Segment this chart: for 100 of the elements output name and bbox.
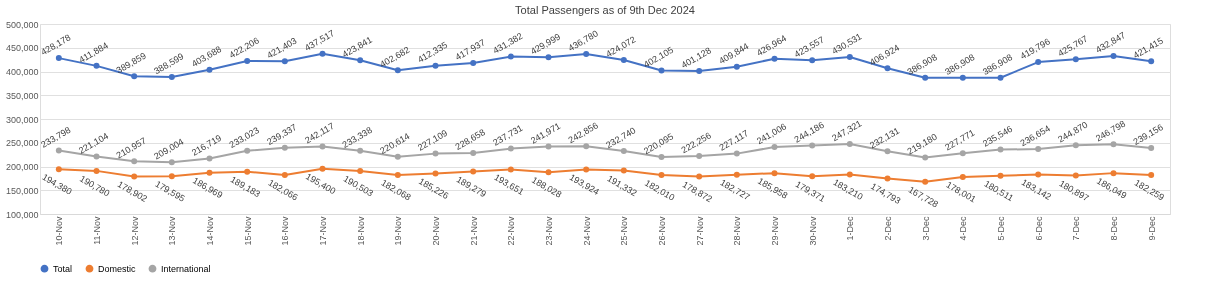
y-tick-label: 150,000 [5, 185, 39, 196]
y-tick-label: 100,000 [5, 209, 39, 220]
point [357, 168, 364, 175]
x-tick-label: 30-Nov [807, 216, 818, 246]
chart-title: Total Passengers as of 9th Dec 2024 [515, 4, 695, 16]
x-tick-label: 29-Nov [770, 216, 780, 246]
x-tick-label: 26-Nov [657, 216, 667, 246]
point [93, 167, 100, 174]
point [394, 172, 401, 179]
legend-label: International [161, 263, 211, 274]
point [545, 54, 552, 61]
point [1035, 59, 1042, 66]
point [206, 66, 213, 73]
point [281, 172, 288, 179]
point [733, 63, 740, 70]
x-tick-label: 15-Nov [242, 216, 253, 246]
point [846, 171, 853, 178]
point [1035, 171, 1042, 178]
point [319, 50, 326, 57]
point [1110, 170, 1117, 177]
point [583, 166, 590, 173]
point [432, 62, 439, 69]
point [507, 53, 514, 60]
x-tick-label: 12-Nov [129, 216, 140, 246]
point [281, 58, 288, 65]
point [620, 57, 627, 64]
y-tick-label: 500,000 [5, 19, 39, 30]
point [1072, 56, 1079, 63]
point [884, 65, 891, 72]
x-tick-label: 22-Nov [506, 216, 517, 246]
point [319, 165, 326, 172]
x-tick-label: 24-Nov [581, 216, 592, 246]
x-tick-label: 5-Dec [996, 216, 1006, 241]
point [131, 73, 138, 80]
point [1148, 58, 1155, 65]
point [583, 143, 590, 150]
point [168, 173, 175, 180]
y-tick-label: 350,000 [5, 90, 39, 101]
point [997, 172, 1004, 179]
x-tick-label: 1-Dec [845, 216, 856, 241]
x-tick-label: 13-Nov [167, 216, 178, 246]
point [959, 173, 966, 180]
x-tick-label: 6-Dec [1033, 216, 1044, 241]
point [432, 170, 439, 177]
point [922, 178, 929, 185]
point [93, 62, 100, 69]
legend-label: Domestic [98, 263, 137, 274]
point [55, 55, 62, 62]
y-tick-label: 450,000 [5, 43, 39, 54]
point [244, 57, 251, 64]
point [206, 169, 213, 176]
x-tick-label: 18-Nov [355, 216, 366, 246]
x-tick-label: 19-Nov [393, 216, 404, 246]
point [1148, 171, 1155, 178]
x-tick-label: 17-Nov [318, 216, 328, 246]
point [809, 173, 816, 180]
legend-label: Total [53, 263, 73, 274]
x-tick-label: 25-Nov [619, 216, 630, 246]
point [658, 67, 665, 74]
point [771, 170, 778, 177]
point [1072, 172, 1079, 179]
point [244, 168, 251, 175]
point [846, 54, 853, 60]
point [507, 166, 514, 173]
y-tick-label: 400,000 [5, 67, 39, 77]
point [884, 175, 891, 182]
point [771, 55, 778, 62]
point [583, 51, 590, 58]
point [1110, 52, 1117, 59]
x-tick-label: 23-Nov [544, 216, 554, 246]
x-tick-label: 7-Dec [1071, 216, 1082, 241]
x-tick-label: 14-Nov [205, 216, 215, 246]
x-tick-label: 21-Nov [468, 216, 479, 246]
point [733, 171, 740, 178]
x-tick-label: 16-Nov [280, 216, 291, 246]
x-tick-label: 10-Nov [54, 216, 65, 246]
point [470, 168, 477, 175]
point [696, 67, 703, 74]
y-tick-label: 250,000 [5, 138, 39, 149]
point [545, 169, 552, 176]
point [696, 173, 703, 180]
point [131, 173, 138, 180]
point [470, 59, 477, 66]
x-tick-label: 2-Dec [883, 216, 893, 241]
point [1035, 146, 1042, 153]
x-tick-label: 27-Nov [694, 216, 705, 246]
point [394, 67, 401, 74]
point [55, 166, 62, 173]
x-tick-label: 8-Dec [1109, 216, 1119, 241]
x-tick-label: 28-Nov [732, 216, 743, 246]
point [846, 141, 853, 148]
x-tick-label: 20-Nov [431, 216, 441, 246]
point [771, 144, 778, 151]
x-tick-label: 11-Nov [92, 216, 102, 245]
x-tick-label: 3-Dec [920, 216, 931, 241]
y-tick-label: 200,000 [5, 162, 39, 172]
point [357, 57, 364, 64]
x-tick-label: 4-Dec [958, 216, 969, 241]
x-tick-label: 9-Dec [1146, 216, 1157, 241]
y-tick-label: 300,000 [5, 114, 39, 125]
